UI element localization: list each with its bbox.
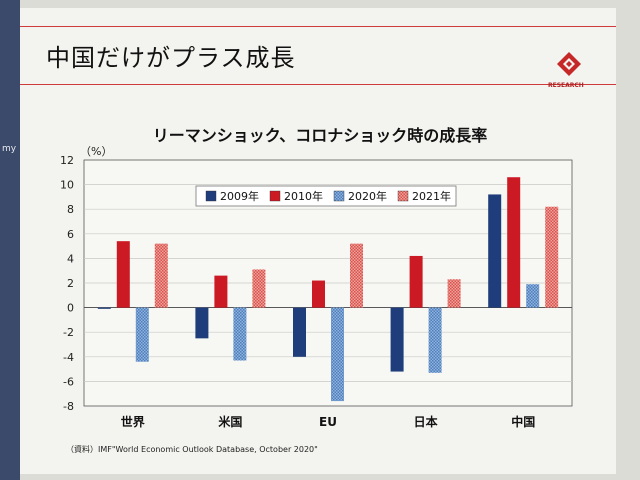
y-tick-label: 0: [67, 302, 74, 315]
legend-box: [195, 185, 457, 207]
bar-2010年-日本: [409, 255, 423, 308]
bar-2009年-日本: [390, 307, 404, 372]
title-top-rule: [20, 26, 616, 27]
bar-2009年-EU: [293, 307, 306, 357]
y-axis-unit: （%）: [80, 145, 113, 158]
legend-swatch: [205, 190, 217, 202]
y-tick-label: -4: [63, 351, 74, 364]
legend-swatch: [397, 190, 409, 202]
left-sidebar-strip: my: [0, 0, 20, 480]
bar-2020年-日本: [428, 307, 442, 373]
legend-label: 2020年: [348, 189, 387, 203]
bar-2009年-米国: [195, 307, 209, 339]
bar-2021年-米国: [252, 269, 266, 308]
bar-2009年-世界: [97, 307, 111, 309]
logo-text: RESEARCH: [548, 82, 584, 89]
sidebar-fragment-text: my: [2, 144, 17, 154]
bar-2010年-世界: [116, 241, 130, 308]
bar-2010年-中国: [507, 177, 521, 308]
bar-2020年-米国: [233, 307, 247, 361]
bar-2010年-EU: [312, 280, 325, 308]
legend-swatch: [333, 190, 345, 202]
x-category-label: 米国: [218, 414, 242, 429]
y-tick-label: -6: [63, 375, 74, 388]
x-category-label: EU: [319, 415, 337, 429]
y-tick-label: 2: [67, 277, 74, 290]
bar-2010年-米国: [214, 275, 228, 308]
y-tick-label: 12: [60, 154, 74, 167]
chart-title: リーマンショック、コロナショック時の成長率: [152, 126, 488, 145]
legend-label: 2021年: [412, 189, 451, 203]
legend-label: 2010年: [284, 189, 323, 203]
bar-2009年-中国: [488, 194, 502, 308]
bar-2021年-中国: [545, 206, 559, 308]
bar-2021年-EU: [350, 243, 363, 308]
slide-title: 中国だけがプラス成長: [46, 44, 296, 72]
source-note: （資料）IMF"World Economic Outlook Database,…: [66, 445, 318, 454]
legend-label: 2009年: [220, 189, 259, 203]
y-tick-label: 8: [67, 203, 74, 216]
x-category-label: 日本: [414, 414, 438, 429]
y-tick-label: 10: [60, 179, 74, 192]
y-tick-label: -2: [63, 326, 74, 339]
x-category-label: 中国: [511, 414, 535, 429]
legend-swatch: [269, 190, 281, 202]
bar-2020年-EU: [331, 307, 344, 402]
x-category-label: 世界: [121, 414, 145, 429]
logo-icon: [557, 52, 581, 76]
bar-2021年-日本: [447, 279, 461, 308]
y-tick-label: 6: [67, 228, 74, 241]
bar-2021年-世界: [154, 243, 168, 308]
y-tick-label: -8: [63, 400, 74, 413]
title-bottom-rule: [20, 84, 616, 85]
bar-2020年-中国: [526, 284, 540, 308]
bar-2020年-世界: [135, 307, 149, 362]
y-tick-label: 4: [67, 252, 74, 265]
